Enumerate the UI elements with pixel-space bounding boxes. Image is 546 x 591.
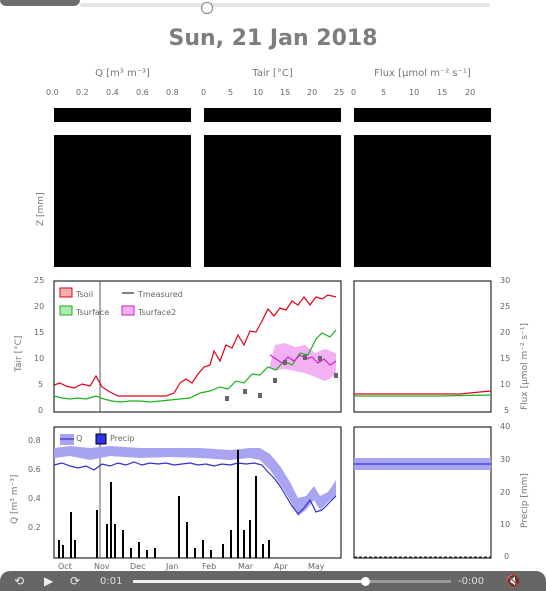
- profile-panel-tair: [204, 135, 341, 267]
- xtick-b: Feb: [202, 562, 217, 571]
- tab-handle[interactable]: [0, 0, 80, 6]
- precip-chart: [353, 426, 492, 559]
- col-title-q: Q [m³ m⁻³]: [95, 68, 150, 79]
- ylabel-b-right: Precip [mm]: [520, 473, 530, 528]
- xtick-b: Mar: [238, 562, 254, 571]
- legend-tmeasured: Tmeasured: [138, 290, 183, 299]
- playback-progress-thumb[interactable]: [361, 577, 371, 586]
- playback-progress-fill: [133, 580, 366, 583]
- temperature-chart: [53, 280, 342, 413]
- ytick-b: 0.6: [28, 465, 41, 474]
- precip-bars: [58, 450, 270, 558]
- ytick-b: 0.2: [28, 523, 41, 532]
- moisture-chart: [53, 426, 342, 559]
- ytick-a: 20: [34, 302, 45, 311]
- ytick-a-right: 20: [500, 328, 511, 337]
- time-slider-thumb[interactable]: [201, 2, 213, 14]
- ytick-a: 15: [34, 328, 45, 337]
- tmeasured-points: [225, 355, 338, 401]
- ytick-a: 25: [34, 276, 45, 285]
- col-colorbar-flux: [354, 108, 491, 122]
- legend-tsurface: Tsurface: [76, 308, 110, 317]
- xtick-b: Nov: [94, 562, 110, 571]
- video-player-bar: ⟲ ▶ ⟳ 0:01 -0:00 🔇: [0, 571, 546, 591]
- page-title: Sun, 21 Jan 2018: [168, 26, 378, 51]
- ytick-b-right: 30: [500, 455, 511, 464]
- rewind-15-icon[interactable]: ⟲: [14, 574, 25, 588]
- q-series: [53, 461, 337, 515]
- legend-tsurface2: Tsurface2: [138, 308, 177, 317]
- q-band: [54, 446, 336, 516]
- tsoil-series: [53, 294, 337, 397]
- flux-chart: [353, 280, 492, 413]
- tsurface2-band: [270, 343, 336, 381]
- xtick-b: May: [308, 562, 325, 571]
- time-current: 0:01: [100, 576, 123, 587]
- legend-precip: Precip: [110, 434, 135, 443]
- playback-progress[interactable]: [133, 577, 451, 586]
- ytick-a-right: 10: [500, 380, 511, 389]
- col-title-tair: Tair [°C]: [252, 68, 293, 79]
- ytick-a-right: 25: [500, 302, 511, 311]
- xtick-b: Jan: [166, 562, 179, 571]
- xtick-b: Dec: [130, 562, 146, 571]
- time-remaining: -0:00: [458, 576, 485, 587]
- ytick-a: 5: [38, 380, 44, 389]
- ytick-b-right: 0: [504, 552, 510, 561]
- ytick-a: 0: [38, 406, 44, 415]
- xtick-b: Oct: [58, 562, 72, 571]
- profile-panel-flux: [354, 135, 491, 267]
- ytick-b: 0.4: [28, 494, 41, 503]
- legend-tsoil: Tsoil: [76, 290, 94, 299]
- ytick-a-right: 30: [500, 276, 511, 285]
- ytick-a-right: 5: [504, 406, 510, 415]
- ytick-b-right: 40: [500, 422, 511, 431]
- ylabel-a-right: Flux [µmol m⁻² s⁻¹]: [520, 323, 530, 410]
- ytick-b-right: 20: [500, 488, 511, 497]
- play-icon[interactable]: ▶: [44, 574, 54, 588]
- time-slider[interactable]: [80, 2, 490, 14]
- ytick-b: 0.8: [28, 436, 41, 445]
- legend-q: Q: [76, 434, 83, 443]
- row-label-z: Z [mm]: [36, 192, 46, 226]
- xtick-b: Apr: [274, 562, 288, 571]
- ytick-b-right: 10: [500, 520, 511, 529]
- ytick-a-right: 15: [500, 354, 511, 363]
- col-colorbar-tair: [204, 108, 341, 122]
- col-colorbar-q: [54, 108, 191, 122]
- col-title-flux: Flux [µmol m⁻² s⁻¹]: [374, 68, 471, 79]
- mute-icon[interactable]: 🔇: [506, 574, 521, 588]
- forward-15-icon[interactable]: ⟳: [70, 574, 81, 588]
- ytick-a: 10: [34, 354, 45, 363]
- profile-panel-q: [54, 135, 191, 267]
